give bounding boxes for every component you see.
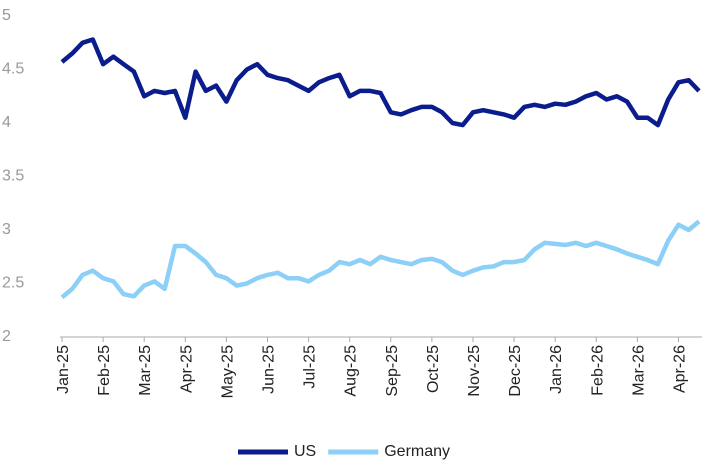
x-tick-label: Apr-25 xyxy=(178,345,195,393)
x-tick-label: Jul-25 xyxy=(302,345,319,389)
y-tick-label: 2 xyxy=(2,328,11,345)
x-tick-label: Sep-25 xyxy=(384,345,401,397)
legend-label: Germany xyxy=(384,443,450,460)
legend-label: US xyxy=(294,443,316,460)
x-tick-label: Feb-25 xyxy=(96,345,113,396)
y-tick-label: 3 xyxy=(2,221,11,238)
y-tick-label: 5 xyxy=(2,7,11,24)
y-tick-label: 4 xyxy=(2,114,11,131)
x-tick-label: Mar-26 xyxy=(630,345,647,396)
x-tick-label: May-25 xyxy=(219,345,236,398)
x-tick-label: Jun-25 xyxy=(260,345,277,394)
x-tick-label: Jan-25 xyxy=(55,345,72,394)
y-tick-label: 3.5 xyxy=(2,168,24,185)
x-tick-label: Aug-25 xyxy=(343,345,360,397)
x-tick-label: Apr-26 xyxy=(671,345,688,393)
y-tick-label: 2.5 xyxy=(2,275,24,292)
x-tick-label: Nov-25 xyxy=(466,345,483,397)
series-line xyxy=(60,219,701,300)
series-line xyxy=(60,37,701,128)
x-tick-label: Jan-26 xyxy=(548,345,565,394)
y-tick-label: 4.5 xyxy=(2,61,24,78)
x-tick-label: Mar-25 xyxy=(137,345,154,396)
x-tick-label: Oct-25 xyxy=(425,345,442,393)
x-tick-label: Dec-25 xyxy=(507,345,524,397)
x-tick-label: Feb-26 xyxy=(589,345,606,396)
